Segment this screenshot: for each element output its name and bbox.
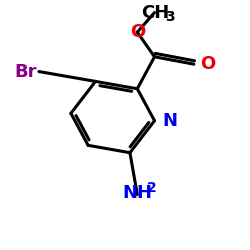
Text: NH: NH (122, 184, 152, 202)
Text: CH: CH (142, 4, 170, 22)
Text: O: O (200, 55, 215, 73)
Text: 2: 2 (147, 181, 157, 195)
Text: O: O (130, 23, 145, 41)
Text: N: N (162, 112, 177, 130)
Text: Br: Br (14, 62, 36, 80)
Text: 3: 3 (165, 10, 175, 24)
